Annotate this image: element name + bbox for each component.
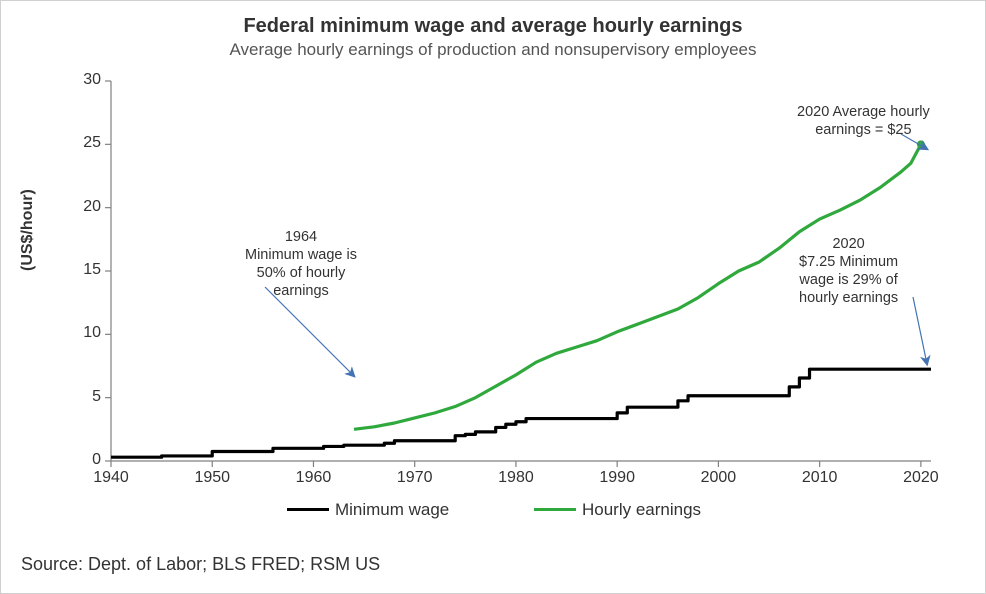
x-tick-label: 1990 — [592, 469, 642, 487]
x-tick-label: 1950 — [187, 469, 237, 487]
y-axis-label: (US$/hour) — [19, 189, 37, 271]
series-minimum-wage — [111, 369, 931, 457]
x-tick-label: 1980 — [491, 469, 541, 487]
y-tick-label: 15 — [61, 261, 101, 279]
legend-item-earnings: Hourly earnings — [534, 500, 701, 520]
anno-1964: 1964Minimum wage is50% of hourlyearnings — [245, 228, 357, 301]
y-tick-label: 0 — [61, 451, 101, 469]
y-tick-label: 20 — [61, 198, 101, 216]
legend-item-minwage: Minimum wage — [287, 500, 449, 520]
x-tick-label: 2000 — [693, 469, 743, 487]
y-tick-label: 5 — [61, 388, 101, 406]
title-block: Federal minimum wage and average hourly … — [1, 1, 985, 60]
x-tick-label: 1940 — [86, 469, 136, 487]
y-tick-label: 10 — [61, 324, 101, 342]
legend-label-earnings: Hourly earnings — [582, 500, 701, 520]
legend-label-minwage: Minimum wage — [335, 500, 449, 520]
x-tick-label: 1960 — [288, 469, 338, 487]
source-text: Source: Dept. of Labor; BLS FRED; RSM US — [21, 554, 380, 575]
x-tick-label: 1970 — [390, 469, 440, 487]
chart-title: Federal minimum wage and average hourly … — [1, 15, 985, 38]
chart-subtitle: Average hourly earnings of production an… — [1, 40, 985, 60]
y-tick-label: 25 — [61, 134, 101, 152]
legend-swatch-earnings — [534, 508, 576, 511]
chart-container: Federal minimum wage and average hourly … — [0, 0, 986, 594]
x-tick-label: 2010 — [795, 469, 845, 487]
legend-swatch-minwage — [287, 508, 329, 511]
y-tick-label: 30 — [61, 71, 101, 89]
anno-2020-bottom-arrow — [913, 297, 927, 364]
anno-2020-bottom: 2020$7.25 Minimumwage is 29% ofhourly ea… — [799, 235, 898, 308]
x-tick-label: 2020 — [896, 469, 946, 487]
legend: Minimum wage Hourly earnings — [1, 496, 986, 520]
anno-2020-top: 2020 Average hourlyearnings = $25 — [797, 103, 930, 139]
